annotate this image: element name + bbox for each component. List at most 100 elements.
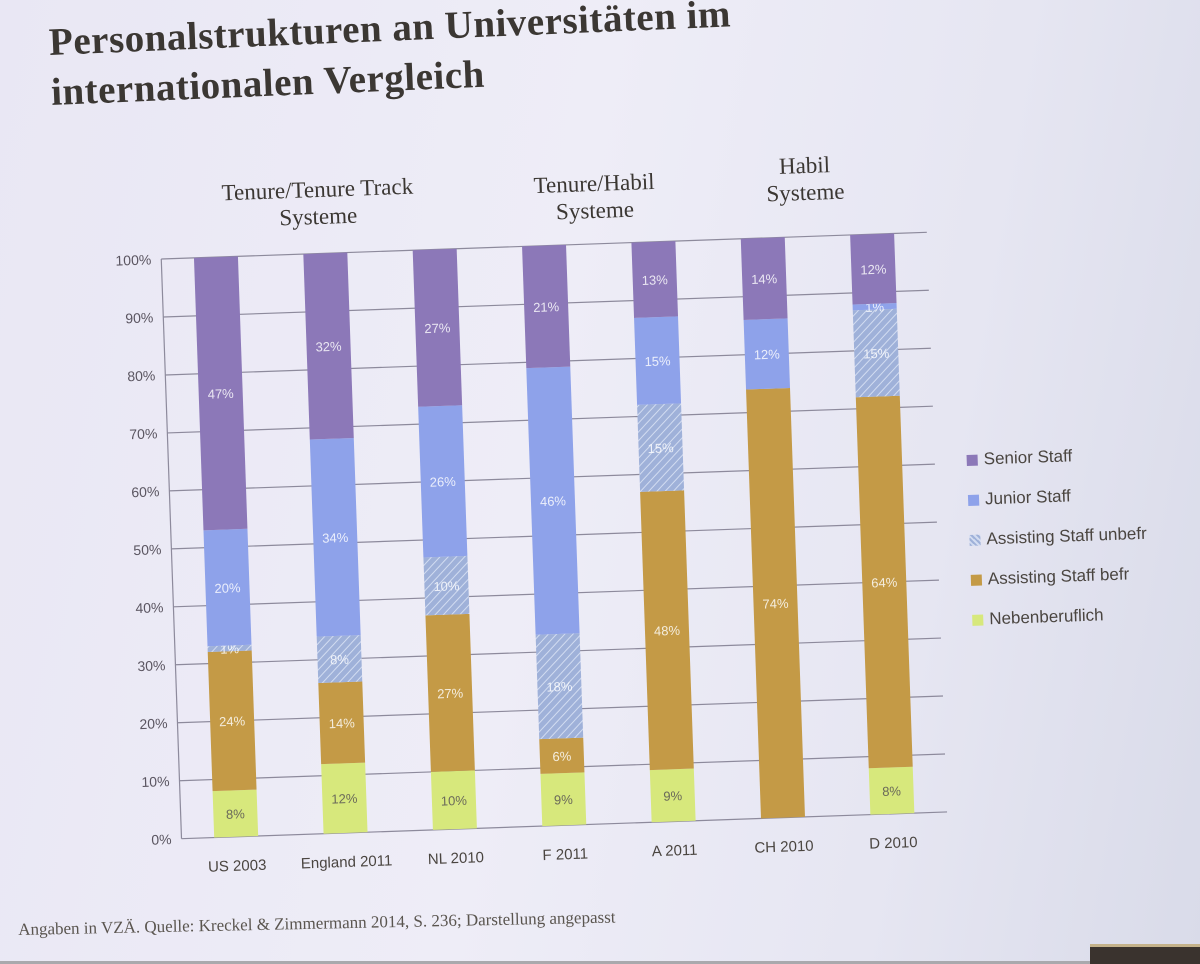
y-tick-label: 0% xyxy=(151,831,172,848)
bar-segment-nebenberuflich xyxy=(212,789,259,838)
y-tick-label: 100% xyxy=(115,251,151,268)
bar-segment-nebenberuflich xyxy=(430,770,477,830)
bar-segment-assisting-staff-befr xyxy=(539,737,585,774)
y-tick-label: 20% xyxy=(139,715,168,732)
bar-data-label: 20% xyxy=(214,580,241,596)
y-tick-label: 40% xyxy=(135,599,164,616)
bar-segment-senior-staff xyxy=(412,248,463,407)
bar-segment-assisting-staff-unbefr xyxy=(423,555,470,616)
bar-data-label: 46% xyxy=(540,493,567,509)
x-tick-label: D 2010 xyxy=(869,834,918,853)
bar-data-label: 8% xyxy=(882,783,902,799)
y-axis xyxy=(160,259,183,839)
bar-data-label: 12% xyxy=(860,262,887,278)
legend-item: Nebenberuflich xyxy=(972,594,1151,640)
y-tick-label: 50% xyxy=(133,541,162,558)
bar-segment-assisting-staff-unbefr xyxy=(316,635,363,684)
x-tick-label: US 2003 xyxy=(208,857,267,876)
y-tick-label: 10% xyxy=(141,773,170,790)
bar-segment-senior-staff xyxy=(631,241,679,318)
y-tick-label: 70% xyxy=(129,425,158,442)
bar-data-label: 21% xyxy=(533,299,560,315)
legend-swatch xyxy=(966,454,978,466)
legend-label: Assisting Staff befr xyxy=(987,564,1130,589)
legend-item: Senior Staff xyxy=(966,434,1145,480)
y-tick-label: 30% xyxy=(137,657,166,674)
bar-segment-assisting-staff-befr xyxy=(318,681,366,765)
legend-swatch xyxy=(970,574,983,586)
x-tick-label: A 2011 xyxy=(652,842,698,861)
bar-data-label: 64% xyxy=(871,575,898,591)
bar-data-label: 10% xyxy=(433,578,460,594)
bar-segment-junior-staff xyxy=(309,438,361,637)
bar-data-label: 15% xyxy=(647,440,674,456)
legend-label: Junior Staff xyxy=(984,486,1072,509)
bar-data-label: 34% xyxy=(322,530,349,546)
bar-data-label: 24% xyxy=(219,713,246,729)
y-tick-label: 90% xyxy=(125,309,154,326)
bar-segment-senior-staff xyxy=(193,256,248,531)
x-tick-label: F 2011 xyxy=(542,846,588,865)
bar-segment-assisting-staff-unbefr xyxy=(535,633,584,740)
bar-segment-nebenberuflich xyxy=(321,762,368,834)
bar-data-label: 26% xyxy=(430,474,457,490)
y-tick-label: 80% xyxy=(127,367,156,384)
bar-data-label: 15% xyxy=(863,346,890,362)
legend-item: Junior Staff xyxy=(967,474,1146,520)
bar-segment-senior-staff xyxy=(740,237,788,320)
bar-segment-assisting-staff-befr xyxy=(746,387,805,819)
bar-segment-assisting-staff-unbefr xyxy=(637,403,685,492)
bar-segment-nebenberuflich xyxy=(649,768,696,823)
legend-label: Nebenberuflich xyxy=(988,605,1104,629)
bar-segment-assisting-staff-befr xyxy=(640,490,694,771)
legend-label: Assisting Staff unbefr xyxy=(986,523,1148,549)
bar-data-label: 15% xyxy=(644,353,671,369)
bar-segment-junior-staff xyxy=(526,366,580,635)
chart-legend: Senior Staff Junior Staff Assisting Staff … xyxy=(966,434,1150,640)
legend-swatch xyxy=(969,534,981,546)
bar-data-label: 13% xyxy=(641,272,668,288)
slide-corner-decoration xyxy=(1090,944,1200,964)
bar-segment-senior-staff xyxy=(850,233,897,305)
legend-item: Assisting Staff unbefr xyxy=(969,514,1148,560)
bar-data-label: 74% xyxy=(762,596,789,612)
bar-data-label: 8% xyxy=(330,652,350,668)
legend-label: Senior Staff xyxy=(983,446,1073,469)
bar-segment-assisting-staff-unbefr xyxy=(207,644,252,653)
bar-segment-junior-staff xyxy=(203,528,252,647)
bar-data-label: 47% xyxy=(207,386,234,402)
x-tick-label: CH 2010 xyxy=(754,838,814,857)
bar-data-label: 9% xyxy=(554,792,574,808)
legend-swatch xyxy=(967,494,980,506)
bar-data-label: 9% xyxy=(663,788,683,804)
bar-data-label: 6% xyxy=(552,748,572,764)
bar-data-label: 14% xyxy=(751,271,778,287)
bar-data-label: 8% xyxy=(226,806,246,822)
bar-data-label: 27% xyxy=(437,685,464,701)
bar-segment-assisting-staff-befr xyxy=(207,650,257,792)
y-tick-label: 60% xyxy=(131,483,160,500)
legend-item: Assisting Staff befr xyxy=(970,554,1149,600)
bar-data-label: 32% xyxy=(315,339,342,355)
bar-segment-assisting-staff-unbefr xyxy=(852,308,900,398)
bar-segment-junior-staff xyxy=(418,405,468,558)
bar-segment-nebenberuflich xyxy=(540,772,587,827)
bar-segment-assisting-staff-befr xyxy=(425,613,475,772)
bar-data-label: 18% xyxy=(546,679,573,695)
bar-segment-junior-staff xyxy=(634,316,682,405)
bar-segment-junior-staff xyxy=(743,318,791,390)
x-tick-label: NL 2010 xyxy=(428,849,485,868)
x-tick-label: England 2011 xyxy=(301,852,393,872)
bar-data-label: 48% xyxy=(654,623,681,639)
bar-segment-assisting-staff-befr xyxy=(855,395,913,769)
bar-data-label: 12% xyxy=(331,791,358,807)
bar-data-label: 12% xyxy=(754,346,781,362)
bar-segment-nebenberuflich xyxy=(868,766,915,815)
bar-segment-junior-staff xyxy=(852,303,897,311)
bar-data-label: 10% xyxy=(441,793,468,809)
bar-data-label: 27% xyxy=(424,320,451,336)
bar-data-label: 14% xyxy=(328,715,355,731)
bar-segment-senior-staff xyxy=(303,252,354,440)
